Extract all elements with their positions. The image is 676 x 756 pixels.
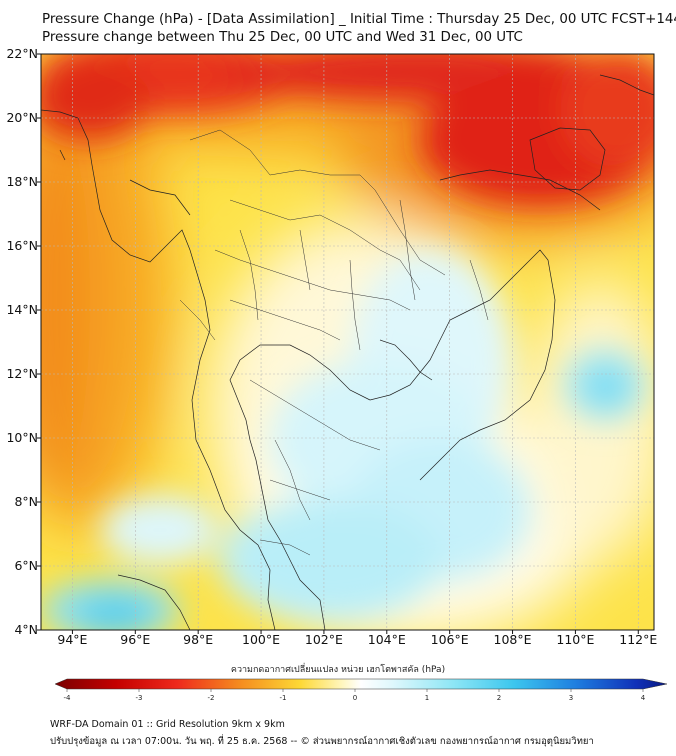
lat-label: 20°N [6,110,38,125]
lon-label: 110°E [556,632,595,647]
colorbar-tick-label: -4 [63,694,71,702]
lat-label: 10°N [6,430,38,445]
colorbar-gradient [54,678,668,690]
lon-label: 102°E [304,632,343,647]
lon-label: 112°E [619,632,658,647]
lon-label: 98°E [183,632,214,647]
map-subtitle: Pressure change between Thu 25 Dec, 00 U… [42,30,523,45]
lon-label: 104°E [367,632,406,647]
colorbar [54,678,668,692]
coastlines [41,74,654,630]
lat-label: 4°N [14,622,38,637]
lon-label: 106°E [430,632,469,647]
lon-label: 100°E [242,632,281,647]
lat-label: 8°N [14,494,38,509]
colorbar-tick-label: -3 [135,694,143,702]
colorbar-tick-label: -2 [207,694,215,702]
colorbar-tick-label: 3 [568,694,574,702]
lat-label: 12°N [6,366,38,381]
lat-label: 16°N [6,238,38,253]
footer-model-info: WRF-DA Domain 01 :: Grid Resolution 9km … [50,719,285,730]
lat-label: 18°N [6,174,38,189]
lon-label: 96°E [120,632,151,647]
lon-label: 108°E [493,632,532,647]
map-title: Pressure Change (hPa) - [Data Assimilati… [42,12,676,27]
lat-label: 6°N [14,558,38,573]
colorbar-tick-label: 2 [496,694,502,702]
lat-label: 22°N [6,46,38,61]
admin-borders [179,129,489,556]
axis-ticks [37,53,639,634]
map-frame [40,53,655,631]
colorbar-tick-label: -1 [279,694,287,702]
pressure-field [41,54,654,630]
lat-label: 14°N [6,302,38,317]
colorbar-title: ความกดอากาศเปลี่ยนแปลง หน่วย เฮกโตพาสคัล… [230,665,446,675]
lon-label: 94°E [57,632,88,647]
colorbar-tick-label: 4 [640,694,646,702]
colorbar-tick-label: 1 [424,694,430,702]
colorbar-tick-label: 0 [352,694,358,702]
footer-update-info: ปรับปรุงข้อมูล ณ เวลา 07:00น. วัน พฤ. ที… [50,736,594,747]
